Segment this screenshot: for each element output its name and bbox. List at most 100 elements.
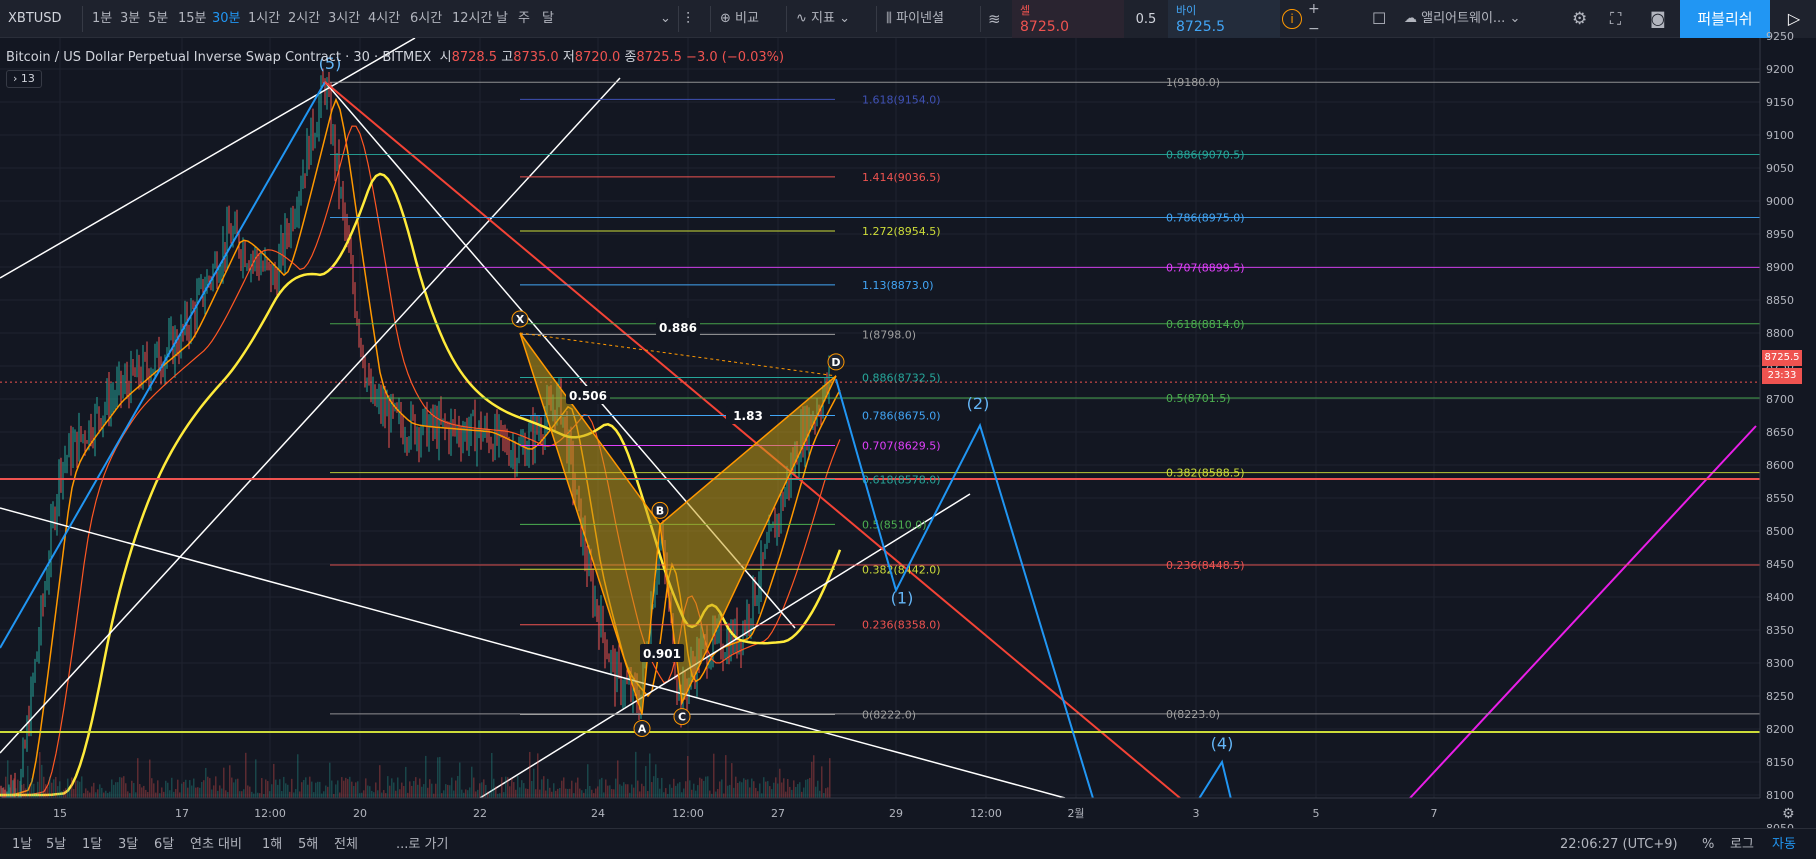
- clock[interactable]: 22:06:27 (UTC+9): [1560, 837, 1678, 852]
- range-0[interactable]: 1날: [12, 837, 33, 852]
- volume-bar: [507, 777, 509, 798]
- interval-3[interactable]: 15분: [178, 11, 207, 26]
- volume-bar: [319, 781, 321, 798]
- volume-bar: [663, 792, 665, 798]
- play-circle-icon[interactable]: ▷: [1772, 0, 1816, 38]
- volume-bar: [565, 788, 567, 798]
- volume-bar: [97, 789, 99, 798]
- volume-bar: [791, 789, 793, 798]
- sell-button[interactable]: 셀 8725.0: [1012, 0, 1124, 40]
- volume-bar: [541, 779, 543, 798]
- volume-bar: [187, 787, 189, 798]
- volume-bar: [595, 788, 597, 798]
- volume-bar: [265, 779, 267, 798]
- buy-button[interactable]: 바이 8725.5: [1168, 0, 1280, 40]
- volume-bar: [615, 778, 617, 798]
- log-scale-toggle[interactable]: 로그: [1730, 837, 1754, 852]
- volume-bar: [425, 755, 427, 798]
- financials-button[interactable]: ⫼ 파이넨셜: [886, 0, 944, 38]
- volume-bar: [543, 776, 545, 798]
- volume-bar: [781, 782, 783, 798]
- alert-dropdown[interactable]: ☁ 앨리어트웨이... ⌄: [1404, 11, 1521, 26]
- volume-bar: [293, 792, 295, 798]
- volume-bar: [385, 793, 387, 798]
- volume-bar: [391, 778, 393, 798]
- range-8[interactable]: 전체: [334, 837, 358, 852]
- volume-bar: [451, 777, 453, 798]
- harmonic-ratio-label: 1.83: [733, 409, 763, 423]
- zoom-in-icon[interactable]: +: [1308, 1, 1320, 17]
- percent-scale-toggle[interactable]: %: [1702, 837, 1715, 852]
- zoom-out-icon[interactable]: −: [1308, 21, 1320, 37]
- indicators-button[interactable]: ∿ 지표 ⌄: [796, 11, 850, 26]
- volume-bar: [173, 791, 175, 798]
- volume-bar: [381, 792, 383, 798]
- volume-bar: [459, 762, 461, 798]
- interval-2[interactable]: 5분: [148, 11, 169, 26]
- compare-button[interactable]: ⊕ 비교: [720, 0, 759, 38]
- volume-bar: [353, 785, 355, 798]
- harmonic-point-label: A: [638, 722, 647, 735]
- interval-1[interactable]: 3분: [120, 11, 141, 26]
- volume-bar: [115, 782, 117, 798]
- volume-bar: [827, 787, 829, 798]
- fullscreen-icon[interactable]: ⛶: [1610, 9, 1622, 28]
- volume-bar: [59, 781, 61, 798]
- volume-bar: [627, 784, 629, 798]
- range-5[interactable]: 연초 대비: [190, 837, 242, 852]
- interval-12[interactable]: 주: [518, 11, 530, 26]
- volume-bar: [783, 778, 785, 798]
- volume-bar: [111, 779, 113, 798]
- template-icon[interactable]: ≋: [988, 10, 1001, 28]
- symbol-search[interactable]: XBTUSD: [8, 11, 62, 26]
- range-7[interactable]: 5해: [298, 837, 319, 852]
- volume-bar: [577, 777, 579, 798]
- volume-bar: [227, 792, 229, 798]
- volume-bar: [753, 781, 755, 798]
- interval-13[interactable]: 달: [542, 11, 554, 26]
- interval-0[interactable]: 1분: [92, 11, 113, 26]
- volume-bar: [757, 791, 759, 798]
- range-2[interactable]: 1달: [82, 837, 103, 852]
- interval-5[interactable]: 1시간: [248, 11, 281, 26]
- gear-icon[interactable]: ⚙: [1572, 9, 1588, 29]
- volume-bar: [829, 758, 831, 798]
- candle-style-icon[interactable]: ⫶: [686, 9, 691, 28]
- interval-6[interactable]: 2시간: [288, 11, 321, 26]
- range-1[interactable]: 5날: [46, 837, 67, 852]
- interval-11[interactable]: 날: [496, 11, 508, 26]
- volume-bar: [797, 784, 799, 798]
- range-4[interactable]: 6달: [154, 837, 175, 852]
- volume-bar: [379, 765, 381, 798]
- publish-button[interactable]: 퍼블리쉬: [1680, 0, 1770, 38]
- info-icon[interactable]: i: [1282, 9, 1302, 29]
- indicator-icon: ∿: [796, 11, 807, 26]
- volume-bar: [409, 781, 411, 798]
- volume-bar: [635, 751, 637, 798]
- volume-bar: [171, 777, 173, 798]
- chart-canvas[interactable]: 1.618(9154.0) 1.414(9036.5) 1.272(8954.5) 1…: [0, 38, 1816, 828]
- volume-bar: [117, 782, 119, 798]
- interval-4[interactable]: 30분: [212, 11, 241, 26]
- range-6[interactable]: 1해: [262, 837, 283, 852]
- volume-bar: [253, 793, 255, 798]
- rectangle-icon[interactable]: ☐: [1372, 9, 1387, 28]
- harmonic-ratio-label: 0.886: [659, 321, 697, 335]
- volume-bar: [525, 788, 527, 798]
- volume-bar: [55, 776, 57, 798]
- camera-icon[interactable]: ◙: [1650, 9, 1666, 28]
- volume-bar: [403, 785, 405, 798]
- interval-8[interactable]: 4시간: [368, 11, 401, 26]
- range-3[interactable]: 3달: [118, 837, 139, 852]
- indicator-list-toggle[interactable]: › 13: [6, 70, 42, 88]
- volume-bar: [457, 776, 459, 798]
- volume-bar: [589, 785, 591, 798]
- interval-10[interactable]: 12시간: [452, 11, 493, 26]
- auto-scale-toggle[interactable]: 자동: [1772, 837, 1796, 852]
- ratio-box: [726, 406, 770, 424]
- interval-dropdown-icon[interactable]: ⌄: [660, 11, 671, 26]
- interval-9[interactable]: 6시간: [410, 11, 443, 26]
- goto-date-button[interactable]: ...로 가기: [396, 837, 449, 852]
- volume-bar: [761, 793, 763, 798]
- interval-7[interactable]: 3시간: [328, 11, 361, 26]
